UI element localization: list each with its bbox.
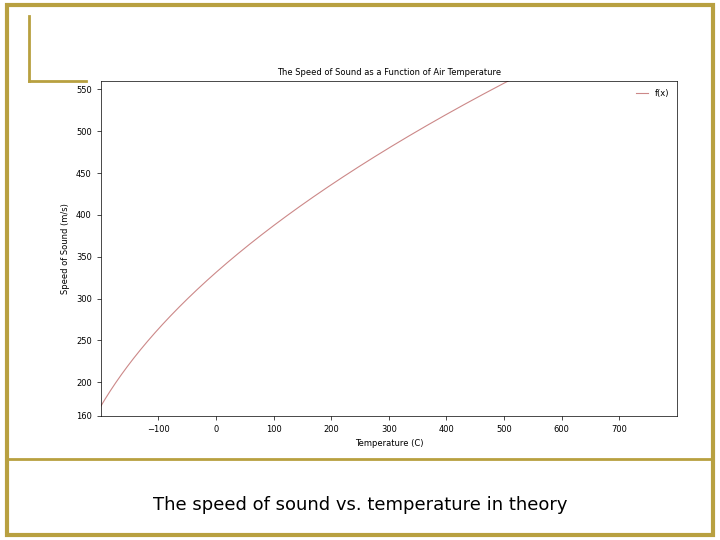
Legend: f(x): f(x) xyxy=(632,85,672,101)
f(x) xyxy=(556,51,564,58)
Line: f(x): f(x) xyxy=(101,0,677,406)
X-axis label: Temperature (C): Temperature (C) xyxy=(354,440,423,448)
f(x) xyxy=(672,0,681,3)
f(x) xyxy=(546,57,554,63)
f(x) xyxy=(156,325,164,331)
f(x) xyxy=(96,403,105,409)
Title: The Speed of Sound as a Function of Air Temperature: The Speed of Sound as a Function of Air … xyxy=(276,69,501,77)
f(x) xyxy=(330,180,338,186)
Y-axis label: Speed of Sound (m/s): Speed of Sound (m/s) xyxy=(61,203,71,294)
Text: The speed of sound vs. temperature in theory: The speed of sound vs. temperature in th… xyxy=(153,496,567,514)
f(x) xyxy=(350,166,359,173)
f(x) xyxy=(492,84,500,91)
